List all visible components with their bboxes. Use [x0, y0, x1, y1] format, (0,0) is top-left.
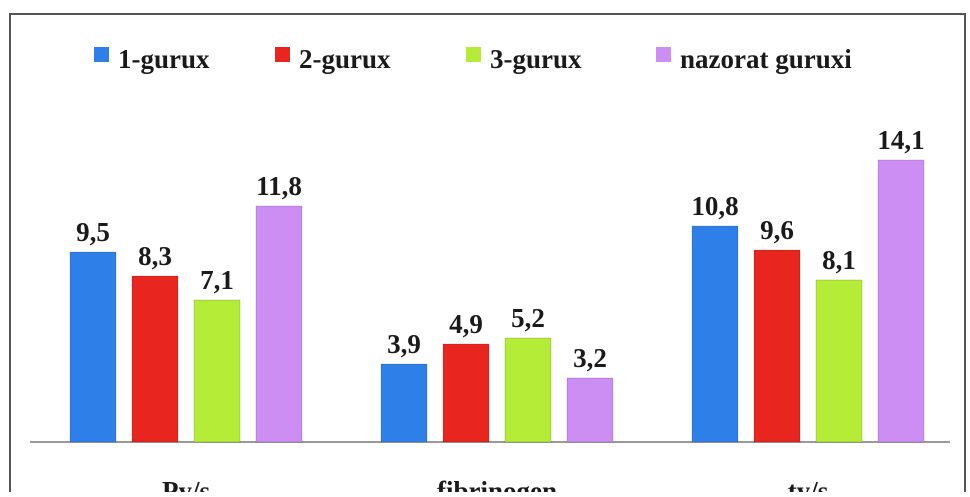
bar-3-2	[753, 249, 801, 443]
value-label-1-1: 9,5	[76, 217, 110, 247]
legend-swatch-3	[466, 47, 481, 62]
legend-label-2: 2-gurux	[299, 44, 391, 74]
bar-1-4	[255, 205, 303, 443]
bar-2-2	[442, 343, 490, 443]
bar-2-3	[504, 337, 552, 443]
category-label-3: ty/s	[788, 476, 829, 492]
value-label-2-2: 4,9	[449, 309, 483, 339]
value-label-3-4: 14,1	[877, 125, 924, 155]
legend-swatch-4	[656, 47, 671, 62]
bar-1-2	[131, 275, 179, 443]
value-label-2-4: 3,2	[573, 343, 607, 373]
value-label-1-2: 8,3	[138, 241, 172, 271]
legend-label-3: 3-gurux	[490, 44, 582, 74]
value-label-2-3: 5,2	[511, 303, 545, 333]
bar-2-4	[566, 377, 614, 443]
value-label-3-2: 9,6	[760, 215, 794, 245]
bar-2-1	[380, 363, 428, 443]
bar-3-3	[815, 279, 863, 443]
legend-label-1: 1-gurux	[118, 44, 210, 74]
value-label-3-3: 8,1	[822, 245, 856, 275]
legend-swatch-2	[275, 47, 290, 62]
value-labels: 9,5 8,3 7,1 11,8 3,9 4,9 5,2 3,2 10,8 9,6 8,1 14,1	[76, 125, 925, 373]
value-label-1-4: 11,8	[256, 171, 302, 201]
category-label-2: fibrinogen	[437, 476, 557, 492]
value-label-3-1: 10,8	[691, 191, 738, 221]
legend-swatch-1	[94, 47, 109, 62]
bar-1-3	[193, 299, 241, 443]
bars	[69, 159, 925, 443]
value-label-1-3: 7,1	[200, 265, 234, 295]
category-label-1: Py/s	[162, 476, 210, 492]
bar-3-4	[877, 159, 925, 443]
legend-label-4: nazorat guruxi	[680, 44, 852, 74]
bar-3-1	[691, 225, 739, 443]
bar-1-1	[69, 251, 117, 443]
legend: 1-gurux 2-gurux 3-gurux nazorat guruxi	[94, 44, 852, 74]
value-label-2-1: 3,9	[387, 329, 421, 359]
